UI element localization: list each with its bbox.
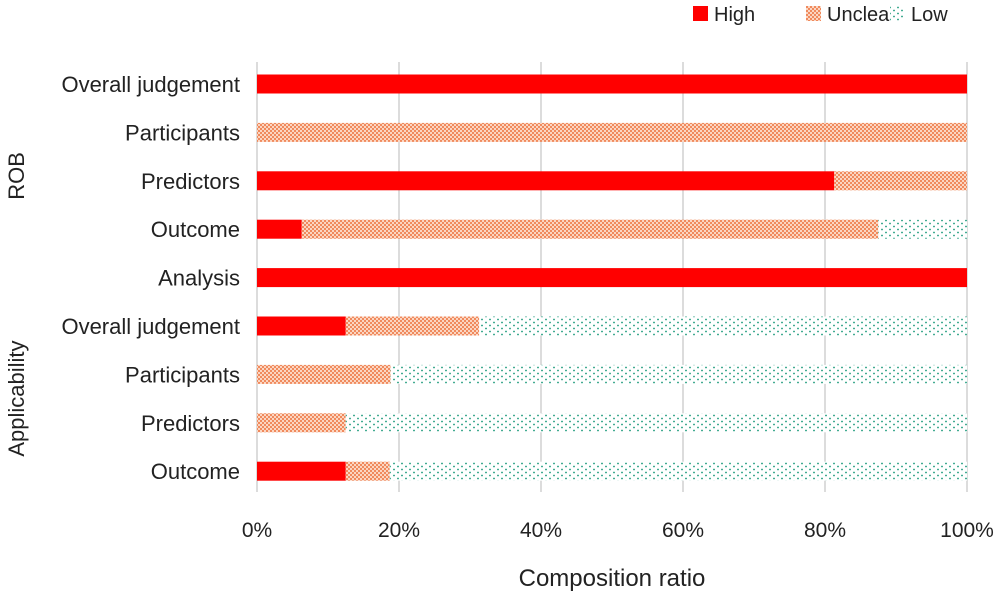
category-label: Outcome — [151, 217, 240, 242]
bar-segment-low — [479, 316, 967, 336]
legend-label: High — [714, 4, 755, 26]
category-label: Outcome — [151, 459, 240, 484]
bar-segment-high — [257, 268, 967, 288]
legend: High Unclear Low — [693, 4, 948, 26]
x-tick-label: 80% — [804, 519, 846, 542]
x-tick-label: 100% — [940, 519, 994, 542]
bar-segment-high — [257, 74, 967, 94]
x-tick-label: 60% — [662, 519, 704, 542]
group-label: ROB — [4, 152, 29, 200]
x-axis-title: Composition ratio — [519, 565, 706, 592]
category-label: Participants — [125, 120, 240, 145]
category-label: Participants — [125, 362, 240, 387]
group-label: Applicability — [4, 341, 29, 457]
bars — [257, 74, 968, 481]
legend-label: Low — [911, 4, 948, 26]
category-label: Overall judgement — [61, 314, 240, 339]
bar-segment-low — [390, 364, 968, 384]
x-tick-labels: 0% 20% 40% 60% 80% 100% — [242, 519, 994, 542]
legend-swatch-high — [693, 6, 708, 21]
x-tick-label: 40% — [520, 519, 562, 542]
category-label: Overall judgement — [61, 72, 240, 97]
bar-segment-high — [257, 316, 346, 336]
bar-segment-unclear — [257, 122, 967, 142]
bar-segment-high — [257, 219, 302, 239]
bar-segment-unclear — [257, 413, 346, 433]
bar-segment-unclear — [301, 219, 879, 239]
category-label: Predictors — [141, 411, 240, 436]
bar-segment-low — [389, 461, 967, 481]
group-labels: ROB Applicability — [4, 152, 29, 457]
bar-segment-low — [878, 219, 967, 239]
bar-segment-high — [257, 461, 346, 481]
bar-segment-unclear — [834, 171, 967, 191]
x-tick-label: 20% — [378, 519, 420, 542]
bar-segment-unclear — [345, 461, 390, 481]
legend-label: Unclear — [827, 4, 896, 26]
bar-segment-unclear — [345, 316, 480, 336]
category-label: Predictors — [141, 169, 240, 194]
legend-swatch-low — [890, 6, 905, 21]
legend-swatch-unclear — [806, 6, 821, 21]
bar-segment-unclear — [257, 364, 391, 384]
category-labels: Overall judgement Participants Predictors O… — [61, 72, 240, 484]
x-tick-label: 0% — [242, 519, 272, 542]
category-label: Analysis — [158, 266, 240, 291]
bar-segment-low — [345, 413, 967, 433]
bar-segment-high — [257, 171, 835, 191]
